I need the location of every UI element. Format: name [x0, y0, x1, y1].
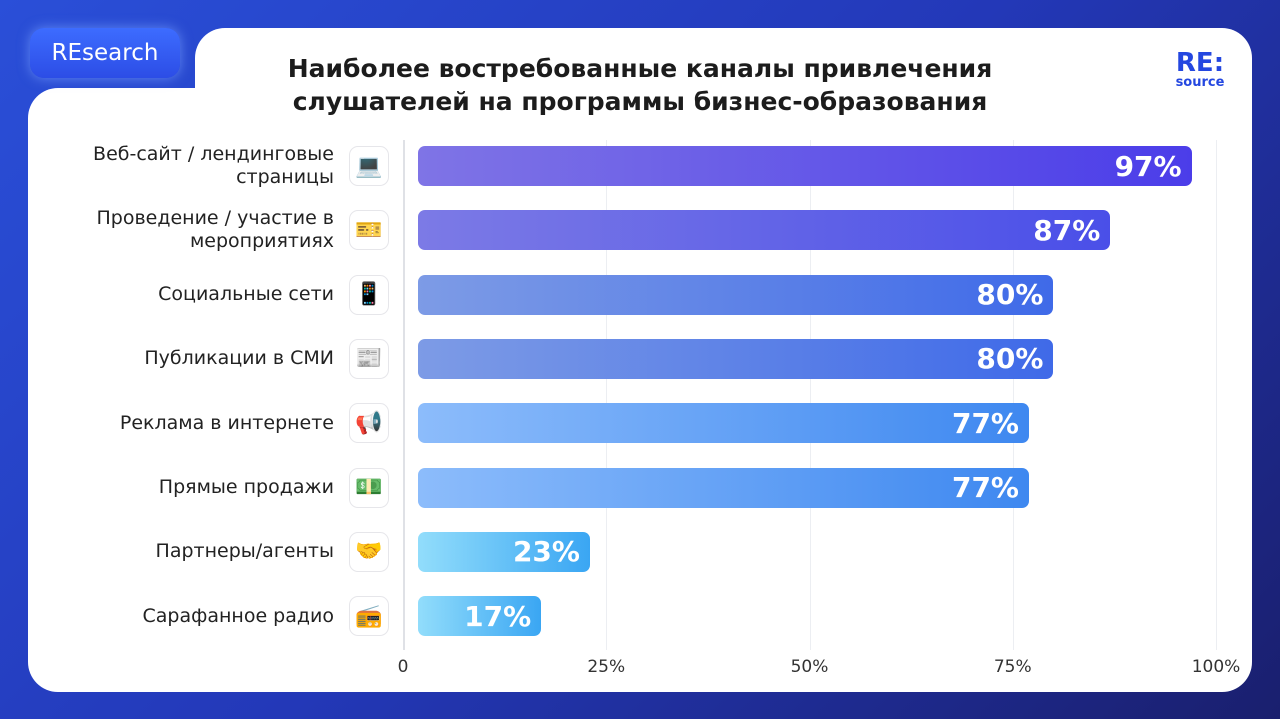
- bar: 97%: [418, 146, 1192, 186]
- x-tick-label: 100%: [1191, 657, 1241, 677]
- x-tick-label: 0: [397, 657, 409, 677]
- x-tick-label: 25%: [587, 657, 626, 677]
- gridline: [606, 140, 608, 650]
- logo-bottom: source: [1175, 75, 1225, 90]
- megaphone-icon: 📢: [349, 403, 389, 444]
- category-label: Веб-сайт / лендинговые страницы: [93, 143, 334, 188]
- category-label: Партнеры/агенты: [155, 540, 334, 563]
- bar: 17%: [418, 596, 542, 637]
- category-label: Реклама в интернете: [119, 411, 334, 434]
- bar: 77%: [418, 467, 1029, 508]
- logo-top: RE:: [1175, 48, 1225, 78]
- research-badge: REsearch: [30, 28, 180, 78]
- handshake-icon: 🤝: [349, 531, 389, 572]
- category-label: Сарафанное радио: [142, 604, 334, 627]
- chart-card: [28, 88, 1252, 692]
- x-tick-label: 75%: [993, 657, 1032, 677]
- resource-logo: RE: source: [1168, 50, 1232, 90]
- newspaper-icon: 📰: [349, 338, 389, 379]
- gridline: [809, 140, 811, 650]
- gridline: [1216, 140, 1217, 650]
- y-axis-line: [403, 140, 405, 650]
- category-label: Прямые продажи: [158, 476, 334, 498]
- bar: 23%: [418, 531, 590, 572]
- chart-title: Наиболее востребованные каналы привлечен…: [287, 54, 993, 116]
- x-tick-label: 50%: [790, 657, 829, 677]
- bar: 87%: [418, 210, 1111, 251]
- category-label: Проведение / участие в мероприятиях: [96, 207, 334, 253]
- money-icon: 💵: [349, 467, 389, 508]
- bar: 77%: [418, 403, 1029, 444]
- laptop-icon: 💻: [349, 146, 389, 186]
- bar: 80%: [418, 274, 1054, 315]
- smartphone-icon: 📱: [349, 274, 389, 315]
- gridline: [1012, 140, 1014, 650]
- ticket-icon: 🎫: [349, 210, 389, 251]
- category-label: Социальные сети: [158, 283, 334, 306]
- category-label: Публикации в СМИ: [144, 347, 334, 370]
- bar: 80%: [418, 338, 1054, 379]
- radio-icon: 📻: [349, 596, 389, 637]
